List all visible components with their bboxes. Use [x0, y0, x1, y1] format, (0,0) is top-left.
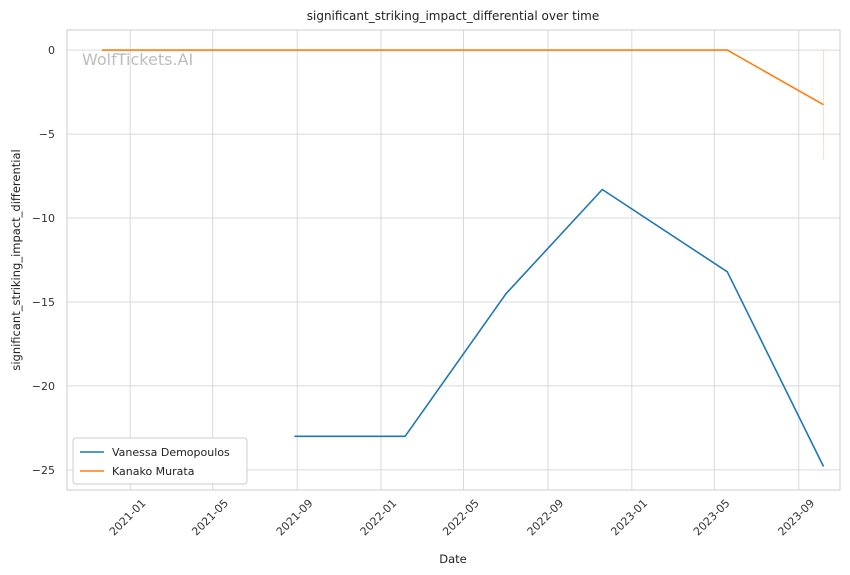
plot-frame	[66, 29, 841, 491]
series-layer	[102, 49, 825, 467]
legend: Vanessa Demopoulos Kanako Murata	[72, 437, 248, 485]
y-tick-label: −25	[32, 464, 55, 477]
legend-box	[72, 437, 248, 485]
x-tick-label: 2021-09	[274, 497, 316, 539]
y-tick-label: 0	[48, 44, 55, 57]
series-line-vanessa-demopoulos	[294, 188, 825, 467]
y-tick-labels: 0 −5 −10 −15 −20 −25	[32, 44, 55, 477]
x-tick-label: 2023-09	[775, 497, 817, 539]
legend-label-kanako-murata: Kanako Murata	[112, 465, 194, 478]
x-tick-label: 2023-05	[691, 497, 733, 539]
x-tick-labels: 2021-01 2021-05 2021-09 2022-01 2022-05 2022-…	[107, 497, 817, 539]
legend-label-vanessa-demopoulos: Vanessa Demopoulos	[112, 446, 230, 459]
x-tick-label: 2023-01	[608, 497, 650, 539]
y-tick-label: −5	[39, 128, 55, 141]
series-line-kanako-murata	[102, 49, 824, 106]
x-tick-label: 2021-01	[107, 497, 149, 539]
x-tick-label: 2022-05	[440, 497, 482, 539]
y-axis-label: significant_striking_impact_differential	[9, 149, 23, 370]
grid	[67, 30, 840, 490]
y-tick-label: −20	[32, 380, 55, 393]
x-axis-label: Date	[439, 552, 467, 566]
y-tick-label: −10	[32, 212, 55, 225]
watermark: WolfTickets.AI	[82, 50, 193, 69]
x-tick-label: 2022-01	[358, 497, 400, 539]
y-tick-label: −15	[32, 296, 55, 309]
chart-title: significant_striking_impact_differential…	[307, 9, 599, 23]
x-tick-label: 2021-05	[189, 497, 231, 539]
x-tick-label: 2022-09	[525, 497, 567, 539]
